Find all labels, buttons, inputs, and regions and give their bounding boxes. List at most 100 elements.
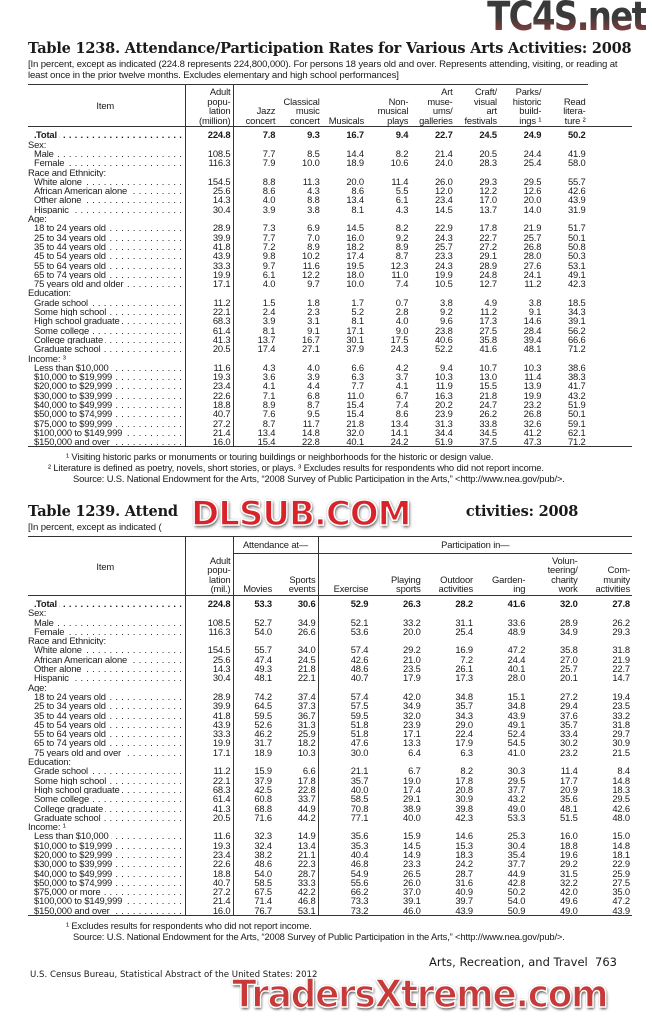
cell-value: 5.5 — [395, 186, 409, 196]
cell-value: 13.7 — [479, 204, 497, 215]
table-title: Table 1238. Attendance/Participation Rat… — [28, 40, 632, 57]
cell-value: 27.1 — [302, 344, 320, 354]
row-label: Race and Ethnicity: — [28, 167, 186, 177]
table-row: 18 to 24 years old 28.9 7.3 6.9 14.5 8.2 22.9 1… — [28, 223, 632, 233]
cell-value — [455, 288, 499, 297]
cell-value: 17.5 — [390, 334, 409, 345]
cell-value: 17.3 — [479, 316, 497, 326]
cell-value: 31.7 — [254, 738, 272, 748]
title-end: ctivities: 2008 — [465, 503, 579, 520]
cell-value: 8.9 — [307, 241, 320, 252]
cell-value — [499, 140, 543, 149]
cell-value: 29.5 — [523, 176, 542, 187]
cell-value: 9.8 — [262, 251, 276, 261]
row-label-text: Total — [36, 129, 59, 140]
table-row: 35 to 44 years old41.859.536.759.532.034… — [28, 710, 632, 720]
cell-value: 17.1 — [185, 747, 234, 758]
cell-value: 10.2 — [302, 251, 320, 261]
cell-value — [370, 757, 422, 766]
cell-value: 7.3 — [262, 223, 276, 233]
cell-value: 48.0 — [612, 812, 630, 823]
row-label-text: College graduate — [34, 334, 106, 345]
cell-value: 24.3 — [434, 260, 453, 270]
cell-value: 54.9 — [350, 868, 369, 878]
cell-value: 19.3 — [185, 840, 234, 850]
cell-value: 68.3 — [185, 316, 234, 326]
cell-value: 17.1 — [185, 279, 234, 289]
cell-value: 3.9 — [262, 204, 276, 215]
row-label: Education: — [28, 757, 186, 767]
cell-value: 10.6 — [390, 158, 409, 168]
cell-value: 31.9 — [567, 204, 586, 215]
cell-value: 14.9 — [274, 831, 319, 841]
cell-value: 47.3 — [523, 437, 542, 447]
table-row: Less than $10,000 11.6 32.314.9 35.6 15.9 14.… — [28, 831, 632, 841]
cell-value: 52.7 — [254, 617, 272, 627]
cell-value: 11.6 — [185, 831, 234, 841]
cell-value: 52.2 — [434, 344, 453, 354]
cell-value: 46.2 — [254, 729, 272, 739]
cell-value: 24.5 — [479, 129, 497, 140]
row-label-text: Race and Ethnicity: — [28, 636, 108, 646]
cell-value: 9.6 — [440, 316, 453, 326]
row-label-text: Some high school — [34, 775, 109, 785]
cell-value: 8.7 — [307, 399, 320, 410]
cell-value — [370, 683, 422, 692]
cell-value: 16.0 — [185, 437, 234, 447]
row-label: Race and Ethnicity: — [28, 636, 186, 646]
cell-value: 55.7 — [567, 176, 586, 187]
table-row: College graduate 41.3 68.844.9 70.8 38.9 39.8… — [28, 803, 632, 813]
table-headnote: [In percent, except as indicated (224.8 … — [28, 59, 618, 81]
row-label-text: Education: — [28, 757, 73, 767]
cell-value: 23.3 — [403, 859, 421, 869]
cell-value: 77.1 — [350, 812, 369, 823]
cell-value: 29.5 — [612, 794, 630, 804]
cell-value: 50.1 — [567, 409, 586, 419]
cell-value: 4.3 — [395, 204, 409, 215]
cell-value: 27.2 — [185, 887, 234, 897]
cell-value: 28.4 — [523, 325, 542, 335]
cell-value — [366, 354, 410, 363]
cell-value: 23.9 — [403, 719, 421, 730]
cell-value: 14.8 — [302, 427, 320, 438]
cell-value — [475, 822, 527, 831]
cell-value: 14.8 — [612, 840, 630, 850]
row-label-text: $30,000 to $39,999 — [34, 859, 115, 869]
cell-value: 40.7 — [350, 673, 369, 683]
cell-value: 76.7 — [254, 905, 272, 916]
cell-value: 34.9 — [403, 701, 421, 711]
cell-value: 21.9 — [523, 223, 542, 233]
cell-value: 7.8 — [262, 129, 276, 140]
cell-value: 15.3 — [455, 840, 473, 850]
cell-value: 24.0 — [434, 158, 453, 168]
row-label: Hispanic — [28, 204, 186, 215]
cell-value: 14.8 — [612, 775, 630, 785]
cell-value: 18.9 — [346, 158, 364, 168]
row-label-text: $75,000 to $99,999 — [34, 418, 115, 428]
cell-value: 42.6 — [612, 803, 630, 813]
row-label-text: 18 to 24 years old — [34, 691, 108, 702]
cell-value — [233, 168, 277, 177]
cell-value: 7.2 — [262, 241, 276, 252]
cell-value: 14.7 — [612, 673, 630, 683]
cell-value: 27.2 — [185, 418, 234, 428]
table-row: Hispanic 30.4 48.122.1 40.7 17.9 17.3 28.0 20.1… — [28, 673, 632, 683]
cell-value — [455, 168, 499, 177]
footnote: ² Literature is defined as poetry, novel… — [48, 462, 544, 474]
cell-value: 14.3 — [185, 664, 234, 674]
cell-value: 6.6 — [274, 766, 319, 776]
cell-value: 71.6 — [254, 812, 272, 823]
cell-value: 11.9 — [435, 381, 453, 391]
row-label: 25 to 34 years old — [28, 232, 186, 242]
row-label-text: Female — [34, 626, 67, 637]
column-header: Classical music concert — [277, 83, 322, 127]
cell-value: 39.9 — [185, 701, 234, 711]
cell-value: 10.0 — [346, 279, 364, 289]
cell-value: 39.9 — [185, 232, 234, 242]
row-label-text: White alone — [34, 176, 84, 187]
cell-value: 25.6 — [185, 654, 234, 665]
cell-value: 20.0 — [403, 626, 421, 637]
cell-value — [366, 214, 410, 223]
cell-value: 35.6 — [350, 831, 369, 841]
row-label: Grade school — [28, 297, 186, 308]
